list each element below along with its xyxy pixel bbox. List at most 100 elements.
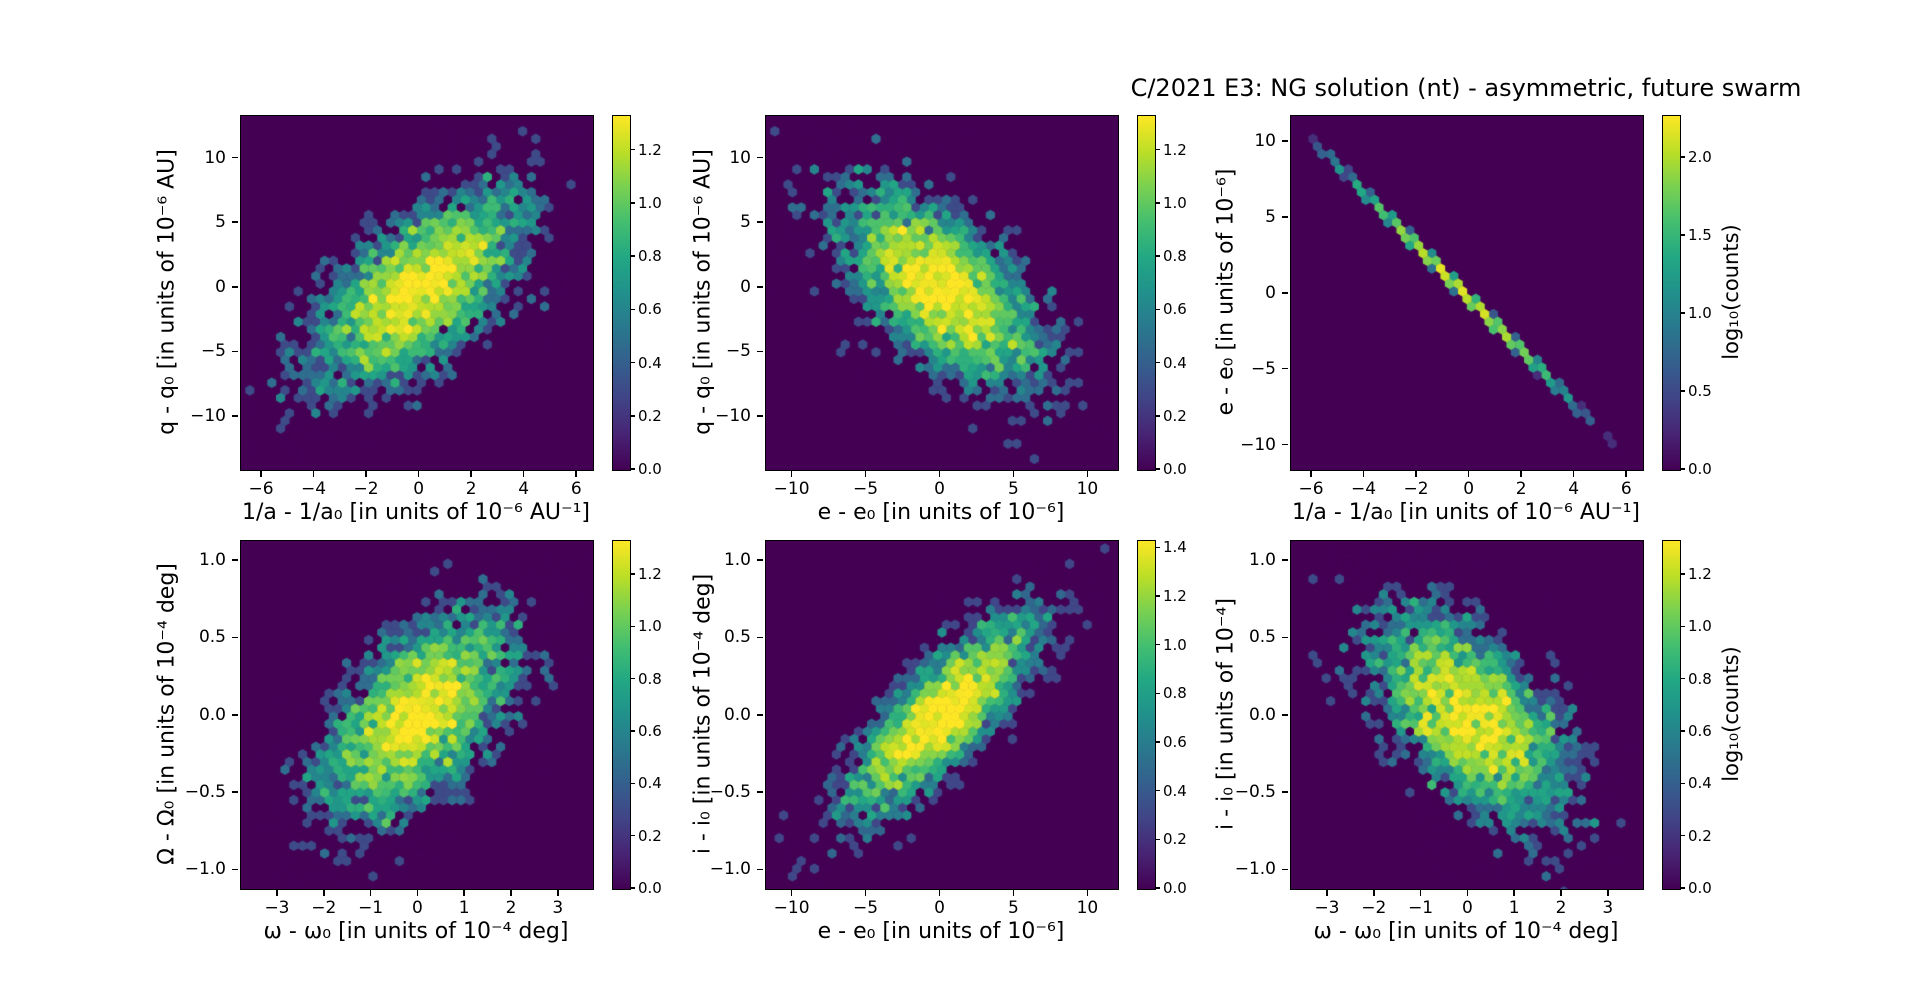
y-tick-label: −1.0 (709, 859, 751, 880)
x-tick-mark (1572, 471, 1575, 477)
colorbar-tick-label: 0.2 (1163, 406, 1187, 425)
y-tick-mark (1282, 636, 1288, 639)
x-tick-mark (1373, 890, 1375, 896)
y-tick-mark (757, 156, 763, 159)
colorbar-tick-label: 0.0 (1163, 460, 1187, 478)
y-tick-mark (1282, 791, 1288, 793)
colorbar-tick-label: 0.0 (1688, 460, 1712, 478)
x-tick-mark (1415, 471, 1417, 477)
hexbin-plot (240, 115, 594, 471)
x-tick-label: 0 (934, 479, 945, 499)
colorbar-tick-mark (631, 625, 635, 628)
colorbar-tick-label: 0.0 (638, 460, 662, 478)
x-tick-mark (1625, 471, 1627, 477)
x-tick-mark (312, 471, 315, 477)
x-tick-label: 3 (552, 898, 564, 918)
x-tick-mark (522, 471, 525, 477)
colorbar-tick-label: 0.2 (638, 826, 662, 845)
x-tick-mark (1607, 890, 1609, 896)
y-tick-label: 1.0 (1248, 550, 1276, 571)
x-tick-mark (1560, 890, 1562, 896)
y-tick-label: 0.5 (198, 627, 226, 648)
x-tick-label: −5 (853, 898, 879, 918)
x-tick-mark (463, 890, 465, 896)
x-tick-mark (365, 471, 367, 477)
colorbar-tick-mark (1156, 415, 1160, 417)
y-tick-label: −5 (725, 341, 751, 362)
y-tick-label: −0.5 (184, 782, 226, 803)
colorbar-tick-mark (1156, 838, 1160, 841)
colorbar-tick-mark (1681, 156, 1685, 158)
y-tick-label: 10 (1254, 130, 1276, 151)
colorbar-tick-label: 0.4 (1163, 353, 1187, 372)
colorbar-tick-label: 1.0 (1163, 193, 1187, 212)
colorbar-tick-label: 1.4 (1163, 538, 1187, 557)
y-tick-mark (1282, 868, 1288, 871)
x-tick-mark (1520, 471, 1522, 477)
y-tick-label: 0 (215, 276, 226, 297)
colorbar-tick-label: 2.0 (1688, 148, 1712, 167)
x-tick-label: 4 (1568, 479, 1580, 499)
x-tick-label: 2 (465, 479, 477, 499)
x-axis-label: 1/a - 1/a₀ [in units of 10⁻⁶ AU⁻¹] (241, 500, 590, 525)
colorbar-tick-mark (1681, 730, 1685, 732)
x-tick-mark (1012, 890, 1015, 896)
colorbar-tick-mark (631, 415, 635, 417)
colorbar-tick-mark (1156, 692, 1160, 695)
colorbar-tick-mark (1681, 625, 1685, 628)
x-tick-mark (1326, 890, 1328, 896)
colorbar-tick-label: 0.8 (1163, 684, 1187, 703)
x-tick-mark (510, 890, 512, 896)
colorbar-tick-mark (1156, 148, 1160, 151)
y-tick-mark (232, 636, 238, 639)
y-tick-label: 0.5 (1248, 627, 1276, 648)
x-tick-mark (470, 471, 472, 477)
x-tick-mark (417, 471, 420, 477)
colorbar-tick-mark (1156, 741, 1160, 743)
colorbar-tick-mark (1681, 468, 1685, 470)
y-tick-mark (1282, 216, 1288, 218)
x-tick-label: −3 (264, 898, 290, 918)
colorbar (1662, 540, 1681, 890)
x-tick-label: 2 (505, 898, 517, 918)
x-tick-mark (276, 890, 278, 896)
colorbar-tick-label: 1.2 (1163, 140, 1187, 159)
x-axis-label: ω - ω₀ [in units of 10⁻⁴ deg] (263, 919, 569, 944)
x-tick-label: −4 (1351, 479, 1377, 499)
x-tick-label: 0 (934, 898, 945, 918)
y-tick-label: 1.0 (723, 550, 751, 571)
colorbar-tick-label: 1.0 (1688, 617, 1712, 636)
colorbar-tick-label: 1.2 (1688, 565, 1712, 583)
colorbar-tick-label: 0.4 (638, 774, 662, 793)
x-tick-label: −10 (773, 898, 810, 918)
x-tick-mark (1513, 890, 1515, 896)
x-tick-mark (864, 471, 867, 477)
x-tick-label: −2 (311, 898, 337, 918)
y-tick-label: 5 (740, 212, 751, 233)
colorbar-tick-label: 0.4 (638, 353, 662, 372)
x-tick-label: 10 (1076, 479, 1099, 499)
colorbar-tick-label: 1.5 (1688, 226, 1712, 245)
y-tick-label: 0.0 (198, 704, 226, 725)
x-tick-label: 2 (1555, 898, 1567, 918)
y-tick-mark (757, 286, 763, 288)
colorbar-tick-label: 0.8 (1688, 669, 1712, 688)
y-tick-label: −0.5 (1234, 782, 1276, 803)
colorbar-tick-mark (1681, 782, 1685, 785)
y-tick-mark (757, 868, 763, 871)
colorbar-tick-label: 0.6 (1163, 732, 1187, 751)
colorbar-label: log₁₀(counts) (1719, 224, 1743, 360)
colorbar-tick-mark (631, 361, 635, 364)
x-tick-label: 1 (458, 898, 470, 918)
colorbar-tick-label: 0.0 (1163, 879, 1187, 897)
y-tick-label: −10 (715, 406, 751, 427)
x-tick-label: 4 (518, 479, 530, 499)
x-tick-mark (790, 890, 793, 896)
y-tick-label: 0.5 (723, 627, 751, 648)
x-tick-mark (1362, 471, 1365, 477)
x-tick-mark (416, 890, 419, 896)
y-tick-label: 10 (729, 147, 751, 168)
x-tick-mark (575, 471, 577, 477)
x-tick-label: 0 (1463, 479, 1475, 499)
y-tick-mark (232, 221, 238, 223)
